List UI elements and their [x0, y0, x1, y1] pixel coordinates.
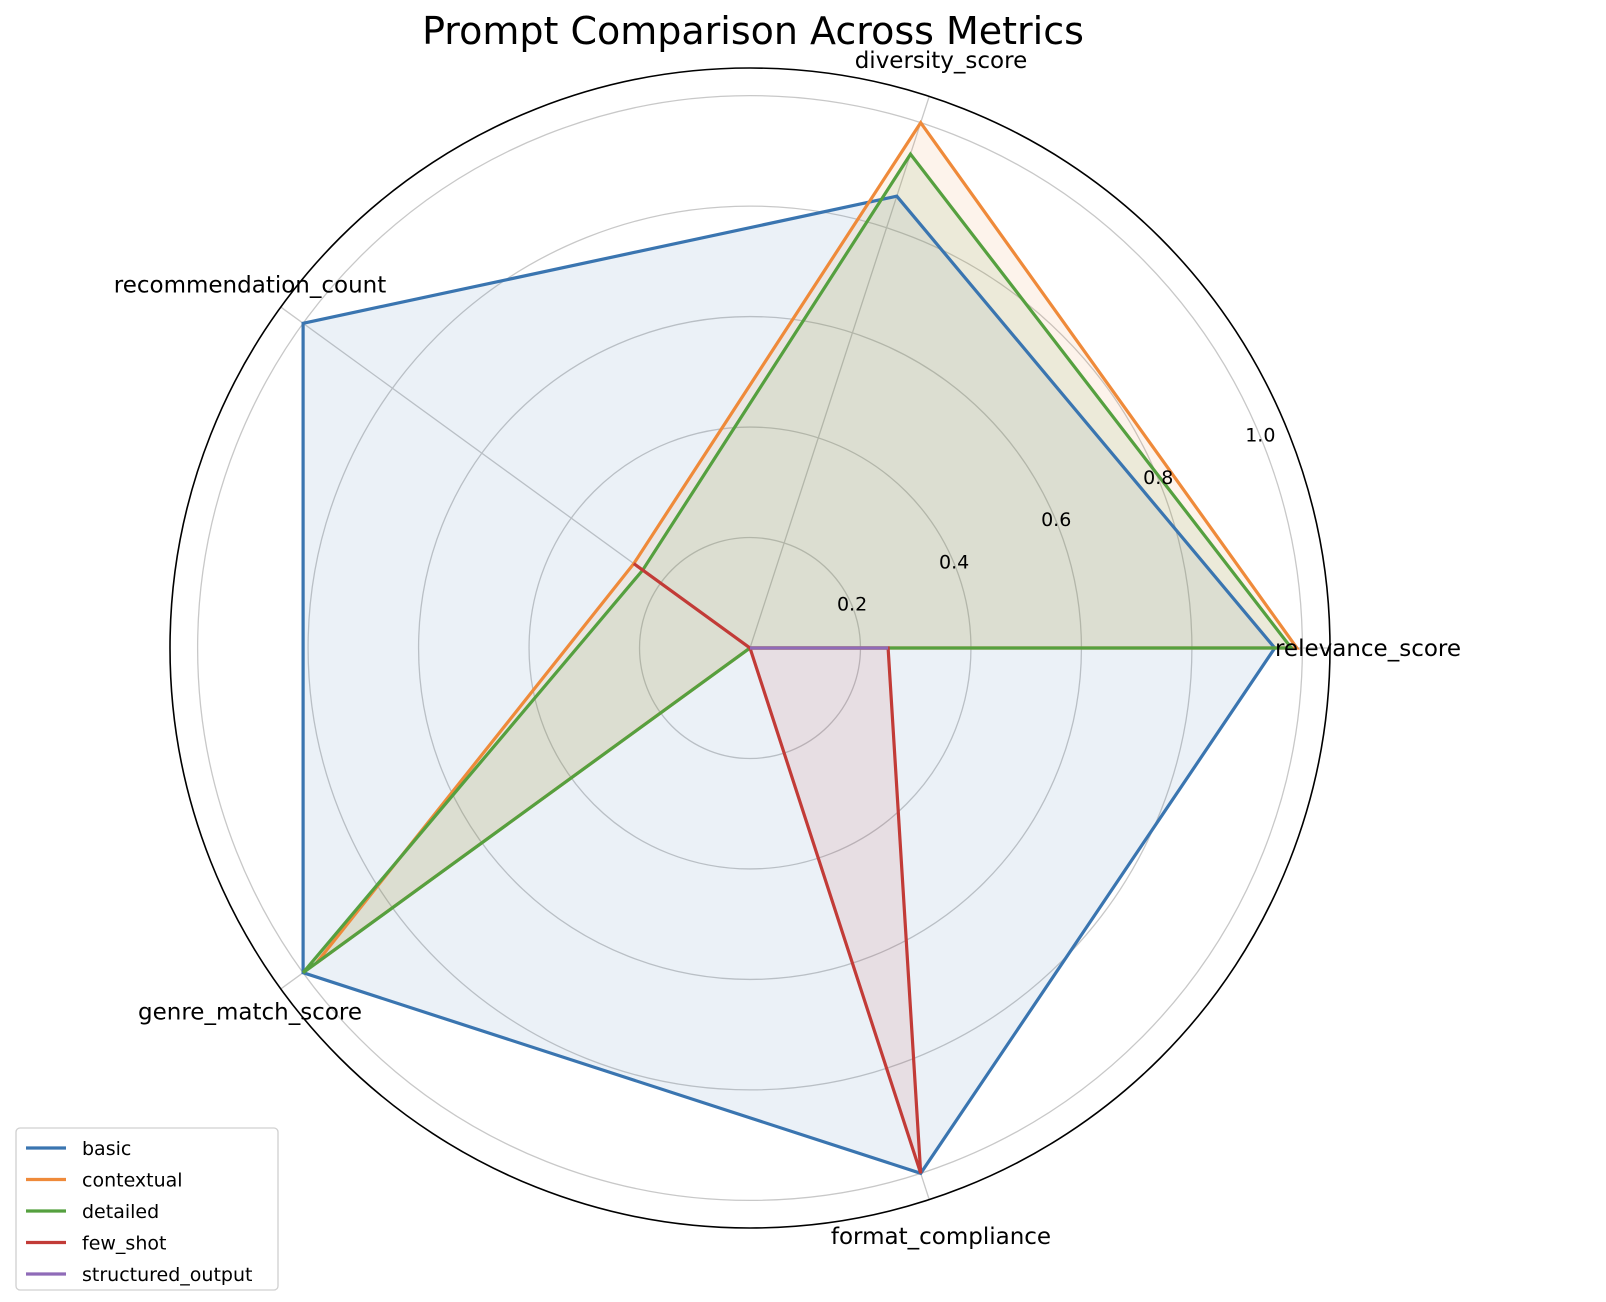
legend-label-detailed: detailed [82, 1201, 159, 1223]
tick-label-0: 0.2 [837, 594, 867, 616]
axis-label-recommendation_count: recommendation_count [114, 273, 387, 299]
series-fills [303, 122, 1297, 1174]
chart-title: Prompt Comparison Across Metrics [422, 9, 1084, 53]
legend-frame [15, 1127, 279, 1291]
axis-label-relevance_score: relevance_score [1275, 636, 1461, 662]
outer-frame [169, 67, 1331, 1229]
tick-label-4: 1.0 [1245, 425, 1275, 447]
spoke-diversity_score [749, 96, 930, 649]
axis-label-format_compliance: format_compliance [831, 1224, 1051, 1250]
tick-label-1: 0.4 [939, 551, 969, 573]
legend: basic contextual detailed few_shot structure… [15, 1127, 279, 1291]
legend-label-basic: basic [82, 1138, 131, 1160]
series-fill-detailed [303, 154, 1292, 973]
legend-label-few_shot: few_shot [82, 1233, 166, 1255]
series-fill-contextual [316, 122, 1297, 963]
series-lines [301, 119, 1301, 1176]
series-line-basic [301, 194, 1277, 1176]
radial-tick-labels: 0.2 0.4 0.6 0.8 1.0 [837, 425, 1275, 616]
legend-label-contextual: contextual [82, 1170, 183, 1192]
tick-label-3: 0.8 [1143, 467, 1173, 489]
series-fill-few_shot [633, 563, 921, 1174]
axis-label-diversity_score: diversity_score [855, 48, 1028, 74]
axis-label-genre_match_score: genre_match_score [138, 999, 362, 1025]
axis-labels: relevance_score diversity_score recommenda… [114, 48, 1461, 1250]
series-fill-basic [303, 196, 1275, 1174]
tick-label-2: 0.6 [1041, 509, 1071, 531]
legend-label-structured_output: structured_output [82, 1264, 252, 1286]
